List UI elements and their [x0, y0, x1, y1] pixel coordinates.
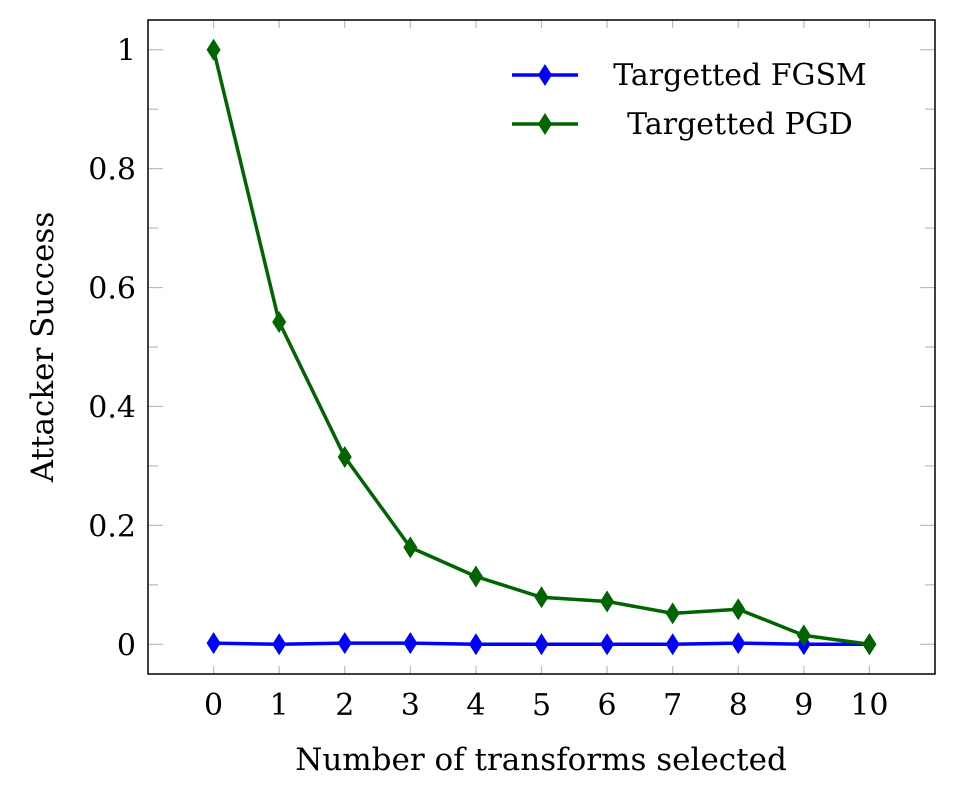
plot-frame — [147, 19, 936, 675]
y-tick-labels: 0 0.2 0.4 0.6 0.8 1 — [88, 34, 136, 664]
data-point-marker — [600, 590, 615, 613]
data-point-marker — [206, 38, 221, 61]
x-tick-label: 6 — [598, 688, 617, 723]
data-point-marker — [600, 633, 615, 656]
data-point-marker — [731, 632, 746, 655]
series-pgd — [206, 38, 877, 656]
y-tick-label: 0.2 — [88, 509, 136, 544]
y-tick-label: 1 — [117, 34, 136, 69]
legend-label: Targetted FGSM — [613, 58, 867, 93]
legend-marker — [538, 113, 552, 135]
y-axis-label: Attacker Success — [25, 212, 61, 484]
series-fgsm — [206, 632, 877, 656]
x-tick-label: 7 — [663, 688, 682, 723]
data-point-marker — [403, 632, 418, 655]
x-tick-label: 2 — [335, 688, 354, 723]
y-tick-label: 0.8 — [88, 153, 136, 188]
data-point-marker — [403, 536, 418, 559]
data-point-marker — [534, 586, 549, 609]
data-point-marker — [206, 632, 221, 655]
data-point-marker — [665, 602, 680, 625]
data-point-marker — [862, 633, 877, 656]
data-point-marker — [534, 633, 549, 656]
data-point-marker — [337, 632, 352, 655]
x-tick-label: 10 — [850, 688, 888, 723]
x-tick-labels: 0 1 2 3 4 5 6 7 8 9 10 — [204, 688, 888, 723]
legend-marker — [538, 64, 552, 86]
data-point-marker — [468, 565, 483, 588]
data-point-marker — [468, 633, 483, 656]
data-point-marker — [665, 633, 680, 656]
data-point-marker — [272, 311, 287, 334]
x-tick-label: 9 — [794, 688, 813, 723]
x-tick-label: 4 — [466, 688, 485, 723]
x-tick-label: 5 — [532, 688, 551, 723]
y-tick-label: 0 — [117, 628, 136, 663]
data-point-marker — [337, 445, 352, 468]
x-tick-label: 3 — [401, 688, 420, 723]
legend: Targetted FGSM Targetted PGD — [512, 58, 867, 142]
data-point-marker — [272, 633, 287, 656]
x-tick-label: 8 — [729, 688, 748, 723]
tick-marks — [148, 20, 935, 674]
data-point-marker — [731, 598, 746, 621]
series-group — [206, 38, 877, 656]
x-tick-label: 1 — [270, 688, 289, 723]
y-tick-label: 0.4 — [88, 390, 136, 425]
data-point-marker — [796, 624, 811, 647]
x-axis-label: Number of transforms selected — [295, 742, 787, 778]
legend-label: Targetted PGD — [627, 107, 853, 142]
x-tick-label: 0 — [204, 688, 223, 723]
y-tick-label: 0.6 — [88, 272, 136, 307]
